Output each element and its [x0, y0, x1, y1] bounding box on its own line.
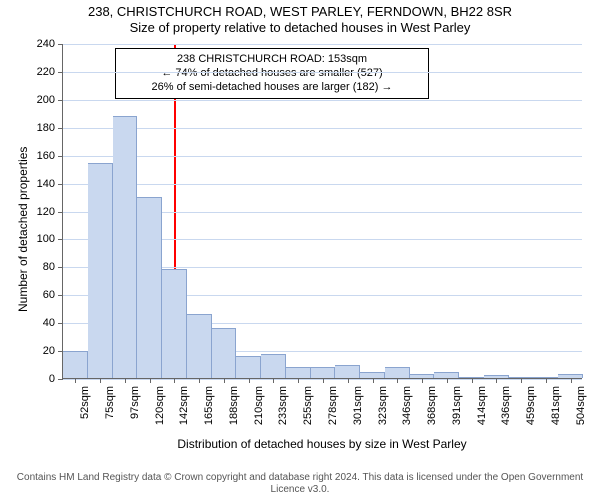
annotation-line: 26% of semi-detached houses are larger (…	[122, 81, 422, 95]
x-tick-label: 278sqm	[327, 386, 339, 425]
x-tick-label: 75sqm	[104, 386, 116, 419]
histogram-bar	[212, 328, 237, 378]
y-tick-label: 200	[37, 94, 55, 106]
annotation-line: ← 74% of detached houses are smaller (52…	[122, 67, 422, 81]
grid-line	[63, 72, 582, 73]
x-tick-label: 504sqm	[575, 386, 587, 425]
y-tick-label: 0	[49, 373, 55, 385]
histogram-bar	[137, 197, 162, 378]
y-tick-label: 220	[37, 66, 55, 78]
y-tick-label: 100	[37, 233, 55, 245]
grid-line	[63, 156, 582, 157]
x-tick-label: 391sqm	[451, 386, 463, 425]
chart-subtitle: Size of property relative to detached ho…	[0, 20, 600, 36]
y-tick-label: 120	[37, 206, 55, 218]
histogram-bar	[261, 354, 286, 378]
y-axis-label: Number of detached properties	[16, 146, 30, 311]
y-tick	[58, 44, 63, 45]
histogram-bar	[236, 356, 261, 378]
x-tick	[150, 378, 151, 383]
y-tick	[58, 72, 63, 73]
histogram-bar	[385, 367, 410, 378]
x-tick-label: 233sqm	[277, 386, 289, 425]
x-tick	[472, 378, 473, 383]
x-tick	[249, 378, 250, 383]
x-tick-label: 52sqm	[79, 386, 91, 419]
x-tick-label: 368sqm	[426, 386, 438, 425]
x-tick	[521, 378, 522, 383]
x-tick	[546, 378, 547, 383]
x-tick	[75, 378, 76, 383]
x-tick	[100, 378, 101, 383]
x-tick-label: 210sqm	[253, 386, 265, 425]
x-tick	[273, 378, 274, 383]
x-tick-label: 97sqm	[129, 386, 141, 419]
chart-title: 238, CHRISTCHURCH ROAD, WEST PARLEY, FER…	[0, 4, 600, 20]
x-tick	[447, 378, 448, 383]
histogram-bar	[113, 116, 138, 378]
x-tick-label: 142sqm	[178, 386, 190, 425]
x-tick-label: 459sqm	[525, 386, 537, 425]
x-tick-label: 301sqm	[352, 386, 364, 425]
histogram-bar	[286, 367, 311, 378]
y-tick-label: 40	[43, 317, 55, 329]
x-tick	[496, 378, 497, 383]
x-tick	[224, 378, 225, 383]
y-tick-label: 80	[43, 261, 55, 273]
grid-line	[63, 128, 582, 129]
footer-attribution: Contains HM Land Registry data © Crown c…	[8, 472, 592, 496]
x-tick	[174, 378, 175, 383]
x-tick	[323, 378, 324, 383]
y-tick-label: 60	[43, 289, 55, 301]
x-tick-label: 414sqm	[476, 386, 488, 425]
x-tick	[298, 378, 299, 383]
x-tick-label: 188sqm	[228, 386, 240, 425]
histogram-bar	[88, 163, 113, 378]
y-tick-label: 240	[37, 38, 55, 50]
x-tick-label: 120sqm	[154, 386, 166, 425]
grid-line	[63, 44, 582, 45]
y-tick-label: 20	[43, 345, 55, 357]
y-tick	[58, 212, 63, 213]
histogram-bar	[187, 314, 212, 378]
grid-line	[63, 184, 582, 185]
y-tick	[58, 323, 63, 324]
y-tick	[58, 267, 63, 268]
y-tick-label: 180	[37, 122, 55, 134]
y-tick	[58, 184, 63, 185]
x-tick	[571, 378, 572, 383]
x-tick	[397, 378, 398, 383]
y-tick	[58, 156, 63, 157]
y-tick	[58, 379, 63, 380]
x-tick-label: 346sqm	[401, 386, 413, 425]
x-tick-label: 323sqm	[377, 386, 389, 425]
y-tick	[58, 128, 63, 129]
histogram-bar	[311, 367, 336, 378]
annotation-line: 238 CHRISTCHURCH ROAD: 153sqm	[122, 53, 422, 67]
y-tick	[58, 100, 63, 101]
x-tick-label: 165sqm	[203, 386, 215, 425]
x-tick-label: 436sqm	[500, 386, 512, 425]
x-tick	[199, 378, 200, 383]
x-tick-label: 481sqm	[550, 386, 562, 425]
y-tick-label: 160	[37, 150, 55, 162]
x-tick-label: 255sqm	[302, 386, 314, 425]
x-tick	[422, 378, 423, 383]
annotation-box: 238 CHRISTCHURCH ROAD: 153sqm← 74% of de…	[115, 48, 429, 99]
plot-area: 238 CHRISTCHURCH ROAD: 153sqm← 74% of de…	[62, 44, 582, 379]
histogram-bar	[63, 351, 88, 378]
histogram-bar	[162, 269, 187, 378]
x-tick	[125, 378, 126, 383]
y-tick	[58, 239, 63, 240]
grid-line	[63, 100, 582, 101]
x-tick	[373, 378, 374, 383]
x-tick	[348, 378, 349, 383]
y-tick-label: 140	[37, 178, 55, 190]
histogram-bar	[335, 365, 360, 378]
y-tick	[58, 295, 63, 296]
